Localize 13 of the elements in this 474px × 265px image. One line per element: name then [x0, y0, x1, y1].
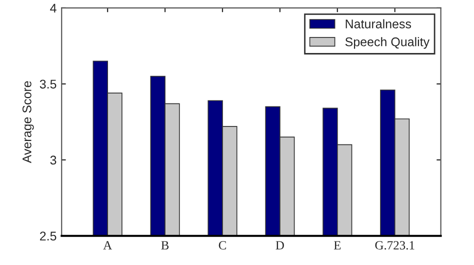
x-tick-label: G.723.1	[375, 241, 414, 250]
legend-label: Naturalness	[346, 19, 412, 28]
y-tick-label: 3.5	[40, 80, 56, 89]
legend-label: Speech Quality	[345, 37, 430, 49]
y-tick-label: 3	[50, 156, 56, 165]
x-tick-label: C	[218, 241, 226, 250]
y-axis-title: Average Score	[22, 81, 34, 164]
y-tick-label: 2.5	[40, 232, 56, 240]
x-tick-label: A	[103, 241, 112, 250]
y-tick-label: 4	[50, 4, 56, 12]
x-tick-label: E	[334, 241, 341, 250]
x-tick-label: B	[161, 241, 169, 250]
x-tick-label: D	[276, 241, 284, 250]
